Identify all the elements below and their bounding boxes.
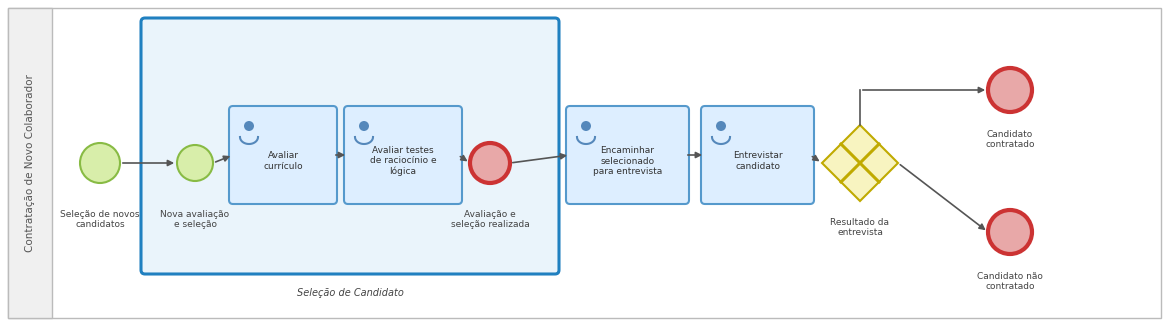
FancyBboxPatch shape (8, 8, 1161, 318)
Ellipse shape (470, 143, 510, 183)
Text: Seleção de Candidato: Seleção de Candidato (297, 288, 403, 298)
Ellipse shape (79, 143, 120, 183)
FancyBboxPatch shape (344, 106, 462, 204)
Text: Candidato
contratado: Candidato contratado (985, 130, 1035, 149)
Ellipse shape (177, 145, 213, 181)
Ellipse shape (988, 210, 1032, 254)
Text: Candidato não
contratado: Candidato não contratado (977, 272, 1043, 291)
Ellipse shape (988, 68, 1032, 112)
Text: Seleção de novos
candidatos: Seleção de novos candidatos (61, 210, 140, 230)
Text: Encaminhar
selecionado
para entrevista: Encaminhar selecionado para entrevista (593, 146, 662, 176)
Ellipse shape (359, 121, 369, 131)
FancyBboxPatch shape (8, 8, 51, 318)
FancyBboxPatch shape (566, 106, 689, 204)
FancyBboxPatch shape (701, 106, 814, 204)
Text: Nova avaliação
e seleção: Nova avaliação e seleção (160, 210, 229, 230)
Ellipse shape (715, 121, 726, 131)
Text: Contratação de Novo Colaborador: Contratação de Novo Colaborador (25, 74, 35, 252)
Text: Avaliar
currículo: Avaliar currículo (263, 151, 303, 171)
FancyBboxPatch shape (141, 18, 559, 274)
Polygon shape (822, 125, 898, 201)
Ellipse shape (244, 121, 254, 131)
Text: Entrevistar
candidato: Entrevistar candidato (733, 151, 782, 171)
Text: Resultado da
entrevista: Resultado da entrevista (830, 218, 890, 237)
Ellipse shape (581, 121, 592, 131)
Text: Avaliação e
seleção realizada: Avaliação e seleção realizada (450, 210, 530, 230)
FancyBboxPatch shape (229, 106, 337, 204)
Text: Avaliar testes
de raciocínio e
lógica: Avaliar testes de raciocínio e lógica (369, 146, 436, 176)
